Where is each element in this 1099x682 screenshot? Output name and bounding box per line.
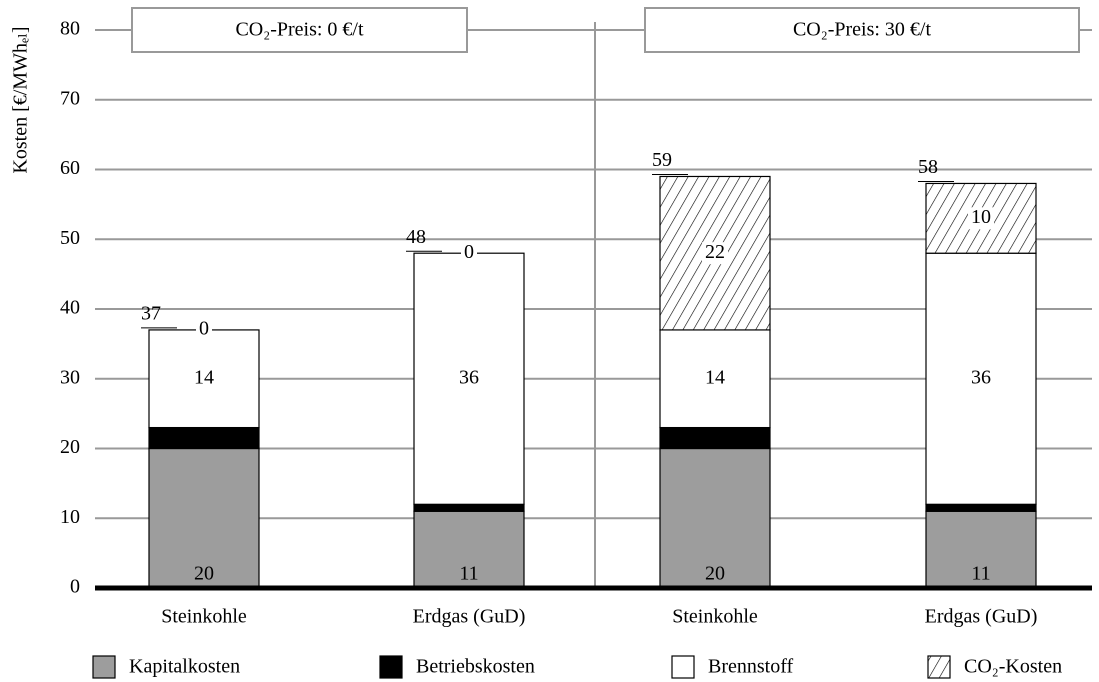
x-tick-label: Steinkohle [672,606,758,628]
panel-header [131,7,468,53]
y-tick-label: 0 [70,576,80,598]
y-tick-label: 40 [60,297,80,319]
label-bg [702,242,728,265]
legend-label: CO₂-Kosten [964,656,1062,678]
y-tick-label: 10 [60,506,80,528]
bar-segment [148,329,260,429]
data-label: 11 [971,563,990,585]
bar-segment [925,252,1037,505]
total-label: 37 [141,303,161,325]
data-label: 36 [459,366,479,388]
data-label: 0 [199,318,209,340]
data-label: 11 [459,563,478,585]
total-label: 58 [918,156,938,178]
x-tick-label: Steinkohle [161,606,247,628]
bar-segment [148,426,260,450]
data-label: 20 [194,563,214,585]
panel-title: CO₂-Preis: 30 €/t [793,19,932,41]
y-tick-label: 50 [60,227,80,249]
bar-segment [925,510,1037,589]
legend-swatch [927,655,951,679]
y-tick-label: 70 [60,87,80,109]
y-tick-label: 20 [60,436,80,458]
bar-segment [413,510,525,589]
bar-segment [659,447,771,589]
y-tick-label: 30 [60,366,80,388]
legend-label: Betriebskosten [416,656,535,678]
data-label: 36 [971,366,991,388]
bar-segment [659,426,771,450]
legend-swatch [379,655,403,679]
legend-label: Kapitalkosten [129,656,240,678]
data-label: 0 [464,241,474,263]
panel-title: CO₂-Preis: 0 €/t [235,19,364,41]
label-bg [968,207,994,230]
data-label: 14 [705,366,725,388]
label-bg [196,318,212,341]
data-label: 10 [971,206,991,228]
total-label: 59 [652,149,672,171]
y-axis-label: Kosten [€/MWhₑₗ] [10,26,32,173]
legend-swatch [92,655,116,679]
x-tick-label: Erdgas (GuD) [925,606,1038,628]
data-label: 20 [705,563,725,585]
panel-header [644,7,1080,53]
bar-segment [925,503,1037,512]
legend-swatch [671,655,695,679]
legend-label: Brennstoff [708,656,794,678]
bar-segment [413,503,525,512]
data-label: 22 [705,241,725,263]
data-label: 14 [194,366,214,388]
y-tick-label: 60 [60,157,80,179]
y-tick-label: 80 [60,18,80,40]
label-bg [461,242,477,265]
x-tick-label: Erdgas (GuD) [413,606,526,628]
total-label: 48 [406,226,426,248]
